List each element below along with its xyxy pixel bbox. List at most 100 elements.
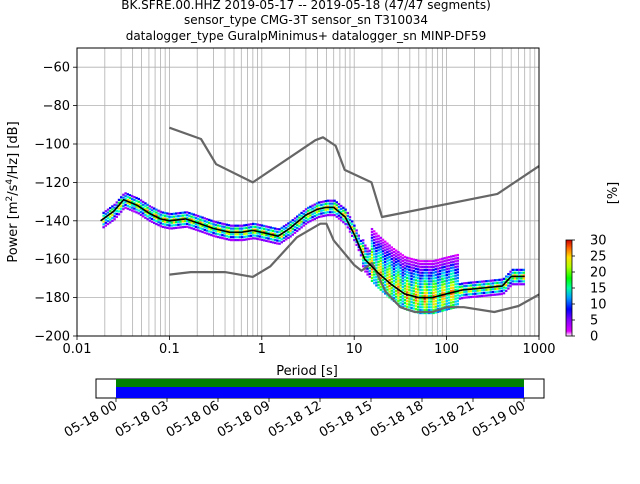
density-cell (441, 298, 444, 301)
density-cell (232, 233, 235, 236)
density-cell (425, 283, 429, 286)
density-cell (280, 229, 283, 232)
density-cell (434, 305, 437, 308)
density-cell (170, 221, 173, 224)
density-cell (417, 302, 420, 306)
density-cell (395, 284, 398, 287)
density-cell (452, 266, 455, 269)
density-cell (271, 226, 275, 230)
density-cell (241, 233, 244, 236)
density-cell (267, 231, 270, 234)
density-cell (447, 284, 451, 287)
density-cell (375, 232, 378, 235)
density-cell (414, 299, 418, 302)
density-cell (159, 210, 162, 213)
density-cell (467, 290, 470, 293)
density-cell (445, 282, 448, 285)
density-cell (500, 278, 503, 281)
density-cell (311, 207, 314, 210)
density-cell (230, 233, 233, 236)
density-cell (419, 260, 422, 263)
density-cell (412, 264, 415, 267)
density-cell (434, 299, 437, 303)
density-cell (403, 299, 407, 302)
density-cell (381, 250, 385, 253)
density-cell (447, 273, 451, 276)
density-cell (278, 239, 281, 242)
density-cell (265, 225, 268, 228)
density-cell (472, 292, 475, 296)
density-cell (309, 205, 312, 208)
density-cell (348, 227, 352, 230)
density-cell (487, 288, 490, 291)
density-cell (362, 265, 365, 268)
density-cell (450, 307, 453, 310)
density-cell (447, 281, 451, 285)
density-cell (456, 302, 459, 306)
density-cell (456, 259, 459, 262)
density-cell (230, 227, 233, 230)
density-cell (447, 290, 451, 293)
density-cell (432, 277, 435, 280)
density-cell (126, 207, 129, 210)
density-cell (505, 286, 508, 290)
density-cell (384, 272, 387, 275)
density-cell (146, 206, 149, 209)
density-cell (113, 203, 116, 206)
density-cell (423, 297, 426, 300)
density-cell (320, 209, 323, 212)
density-cell (395, 269, 398, 272)
density-cell (236, 236, 239, 239)
density-cell (430, 260, 433, 263)
density-cell (472, 281, 475, 284)
density-cell (223, 225, 226, 229)
density-cell (256, 237, 259, 241)
density-cell (395, 261, 398, 264)
density-cell (269, 229, 272, 232)
density-cell (131, 195, 134, 198)
density-cell (419, 303, 422, 306)
density-cell (432, 294, 435, 297)
density-cell (386, 262, 389, 265)
density-cell (289, 235, 292, 238)
density-cell (340, 207, 343, 210)
density-cell (491, 279, 495, 282)
density-cell (498, 281, 501, 284)
density-cell (410, 278, 413, 281)
density-cell (370, 274, 374, 277)
density-cell (223, 237, 226, 240)
density-cell (318, 212, 321, 216)
density-cell (307, 221, 310, 224)
density-cell (489, 288, 492, 291)
density-cell (282, 228, 286, 231)
density-cell (399, 278, 402, 281)
density-cell (344, 214, 347, 217)
density-cell (346, 226, 349, 229)
density-cell (483, 288, 486, 292)
density-cell (179, 211, 182, 215)
density-cell (410, 298, 413, 301)
density-cell (324, 211, 327, 214)
density-cell (366, 270, 369, 273)
density-cell (322, 214, 325, 218)
density-cell (203, 225, 206, 229)
density-cell (302, 221, 305, 224)
density-cell (181, 226, 184, 229)
density-cell (249, 237, 253, 240)
density-cell (423, 277, 426, 280)
density-cell (120, 207, 123, 210)
density-cell (293, 231, 297, 234)
density-cell (183, 214, 187, 217)
density-cell (406, 271, 409, 274)
density-cell (467, 281, 470, 284)
density-cell (408, 274, 411, 277)
density-cell (381, 244, 385, 247)
density-cell (421, 291, 424, 294)
density-cell (142, 200, 145, 204)
density-cell (197, 220, 200, 223)
density-cell (298, 225, 301, 228)
density-cell (375, 258, 378, 261)
colorbar-tick-label: 15 (590, 282, 607, 297)
density-cell (137, 206, 140, 209)
density-cell (260, 224, 264, 227)
